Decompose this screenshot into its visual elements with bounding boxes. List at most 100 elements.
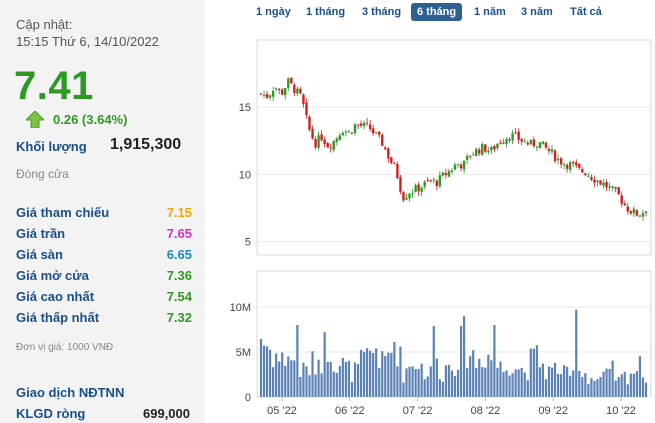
candle-body (626, 206, 629, 212)
candle-body (378, 131, 381, 135)
price-row-value: 6.65 (166, 247, 192, 262)
volume-bar (265, 346, 269, 397)
volume-bar (593, 380, 596, 397)
candle-body (277, 88, 281, 90)
candle-body (426, 179, 429, 181)
candle-body (493, 146, 496, 150)
candle-body (281, 89, 284, 95)
volume-bar (596, 379, 599, 397)
candle-body (487, 150, 490, 153)
volume-bar (472, 350, 475, 397)
candle-body (444, 173, 448, 176)
tab-3-months[interactable]: 3 tháng (362, 6, 402, 18)
volume-bar (641, 377, 645, 397)
volume-bar (581, 377, 584, 397)
volume-bar (523, 372, 526, 397)
volume-bar (350, 381, 354, 397)
tab-6-months[interactable]: 6 tháng (411, 3, 463, 21)
up-arrow-icon (26, 111, 44, 128)
volume-bar (353, 362, 357, 397)
candle-body (459, 164, 463, 169)
candle-body (347, 131, 351, 133)
quote-panel: Cập nhật: 15:15 Thứ 6, 14/10/2022 7.41 0… (0, 0, 205, 423)
candle-body (526, 142, 529, 145)
candle-body (341, 132, 345, 136)
tab-all[interactable]: Tất cả (570, 6, 602, 18)
candle-body (441, 172, 445, 176)
candle-body (635, 210, 639, 216)
volume-bar (402, 382, 405, 397)
volume-bar (608, 368, 611, 397)
candle-body (396, 163, 399, 178)
volume-bar (629, 373, 632, 397)
candle-body (456, 163, 460, 165)
volume-bar (438, 379, 441, 397)
volume-bar (611, 360, 614, 397)
candle-body (259, 93, 263, 95)
volume-bar (323, 332, 326, 397)
tab-1-day[interactable]: 1 ngày (256, 6, 291, 18)
candle-body (465, 156, 469, 160)
price-row-value: 7.32 (166, 310, 192, 325)
candle-body (502, 142, 505, 144)
candle-body (314, 138, 317, 148)
volume-bar (281, 352, 284, 397)
volume-bar (553, 362, 557, 397)
tab-3-years[interactable]: 3 năm (521, 6, 553, 18)
volume-bar (638, 356, 642, 397)
volume-bar (602, 371, 605, 397)
candle-body (565, 164, 569, 169)
candle-body (559, 158, 563, 165)
volume-tick-label: 10M (230, 302, 251, 314)
volume-bar (299, 376, 302, 397)
volume-bar (535, 345, 538, 397)
price-row-label: Giá sàn (16, 247, 63, 262)
candle-body (287, 78, 290, 89)
update-label: Cập nhật: (16, 17, 73, 32)
tab-1-month[interactable]: 1 tháng (306, 6, 346, 18)
volume-bar (420, 363, 423, 397)
candle-body (420, 187, 423, 192)
volume-bar (417, 369, 420, 397)
volume-bar (344, 361, 347, 397)
candle-body (484, 144, 487, 152)
volume-bar (499, 361, 502, 397)
volume-bar (626, 384, 629, 397)
volume-bar (426, 376, 429, 397)
price-row: Giá thấp nhất 7.32 (16, 310, 192, 331)
volume-bar (362, 351, 366, 397)
candle-body (271, 90, 275, 97)
volume-bar (296, 325, 299, 397)
candle-body (384, 147, 387, 150)
price-row: Giá mở cửa 7.36 (16, 268, 192, 289)
candle-body (411, 193, 414, 195)
volume-bar (478, 358, 481, 397)
volume-bar (584, 373, 587, 397)
candle-body (505, 139, 508, 145)
volume-bar (469, 356, 472, 397)
volume-bar (459, 325, 463, 397)
volume-bar (444, 365, 448, 397)
price-row: Giá tham chiếu 7.15 (16, 205, 192, 226)
candle-body (293, 84, 296, 94)
volume-bar (320, 373, 323, 397)
candle-body (568, 162, 572, 170)
x-tick-label: 07 '22 (403, 405, 433, 417)
price-tick-label: 5 (245, 237, 251, 249)
volume-bar (332, 371, 335, 397)
candle-body (284, 88, 287, 96)
foreign-trading-title: Giao dịch NĐTNN (16, 385, 125, 400)
volume-bar (284, 365, 287, 397)
volume-plot-area (256, 270, 652, 398)
x-tick-label: 08 '22 (471, 405, 501, 417)
price-change: 0.26 (3.64%) (53, 112, 128, 127)
candle-body (371, 128, 375, 134)
tab-1-year[interactable]: 1 năm (474, 6, 506, 18)
volume-tick-label: 0 (245, 392, 251, 404)
volume-bar (275, 353, 278, 397)
candle-body (353, 124, 357, 134)
volume-bar (620, 374, 623, 397)
price-row-value: 7.65 (166, 226, 192, 241)
volume-bar (532, 348, 535, 397)
volume-bar (262, 345, 266, 397)
